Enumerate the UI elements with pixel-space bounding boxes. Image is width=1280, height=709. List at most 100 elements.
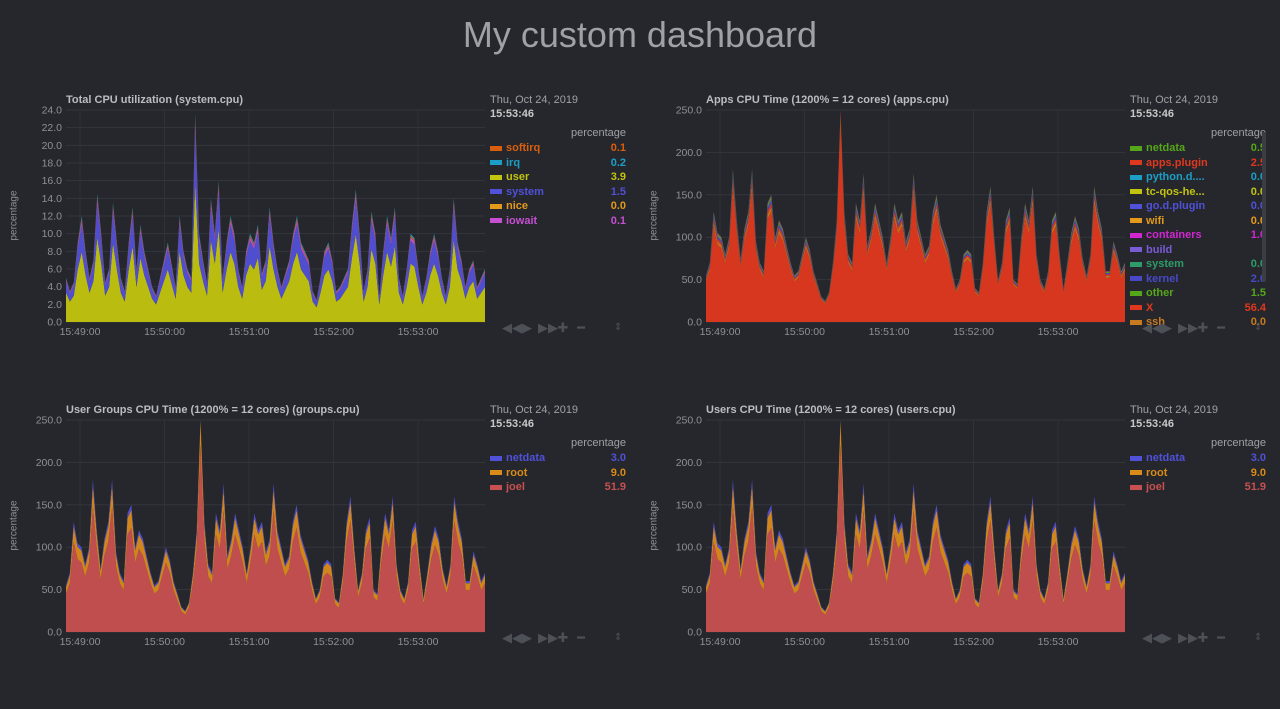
legend-item[interactable]: python.d.... 0.0 xyxy=(1130,170,1266,185)
legend-series-name: netdata xyxy=(506,452,546,465)
legend-item[interactable]: softirq 0.1 xyxy=(490,141,626,156)
legend-item[interactable]: iowait 0.1 xyxy=(490,214,626,229)
play-icon[interactable]: ▶ xyxy=(1162,630,1172,645)
rewind-icon[interactable]: ◀◀ xyxy=(502,630,522,645)
legend-item[interactable]: go.d.plugin 0.0 xyxy=(1130,199,1266,214)
fast-forward-icon[interactable]: ▶▶ xyxy=(538,320,558,335)
fast-forward-icon[interactable]: ▶▶ xyxy=(538,630,558,645)
legend-item[interactable]: ssh 0.0 xyxy=(1130,315,1266,330)
x-tick-label: 15:51:00 xyxy=(869,326,910,338)
legend-item[interactable]: nice 0.0 xyxy=(490,199,626,214)
legend-swatch xyxy=(1130,455,1142,461)
legend-item[interactable]: wifi 0.0 xyxy=(1130,214,1266,229)
legend-swatch xyxy=(1130,232,1142,238)
zoom-out-icon[interactable]: ━ xyxy=(577,320,585,335)
y-tick-label: 50.0 xyxy=(42,584,63,596)
legend-item[interactable]: system 0.0 xyxy=(1130,257,1266,272)
x-tick-label: 15:50:00 xyxy=(784,636,825,648)
play-icon[interactable]: ▶ xyxy=(522,320,532,335)
legend-swatch xyxy=(1130,484,1142,490)
y-tick-label: 0.0 xyxy=(47,317,62,329)
play-icon[interactable]: ▶ xyxy=(1162,320,1172,335)
chart-plot[interactable]: 0.0 50.0 100.0 150.0 200.0 250.0 15:49:00 15:50… xyxy=(0,402,500,652)
legend-swatch xyxy=(1130,203,1142,209)
legend-series-name: tc-qos-he... xyxy=(1146,185,1205,198)
x-tick-label: 15:50:00 xyxy=(144,326,185,338)
legend-item[interactable]: apps.plugin 2.5 xyxy=(1130,156,1266,171)
y-tick-label: 4.0 xyxy=(47,281,62,293)
legend-item[interactable]: joel 51.9 xyxy=(1130,480,1266,495)
chart-plot[interactable]: 0.0 50.0 100.0 150.0 200.0 250.0 15:49:00 15:50… xyxy=(640,92,1140,342)
legend-date: Thu, Oct 24, 2019 xyxy=(1130,94,1219,106)
y-tick-label: 24.0 xyxy=(42,105,63,117)
y-tick-label: 200.0 xyxy=(676,147,702,159)
legend-series-value: 9.0 xyxy=(1250,466,1266,479)
legend-swatch xyxy=(490,189,502,195)
y-tick-label: 50.0 xyxy=(682,584,703,596)
x-tick-label: 15:51:00 xyxy=(229,326,270,338)
y-tick-label: 150.0 xyxy=(36,499,62,511)
legend-series-value: 51.9 xyxy=(1244,481,1266,494)
x-tick-label: 15:51:00 xyxy=(229,636,270,648)
fast-forward-icon[interactable]: ▶▶ xyxy=(1178,630,1198,645)
series-area-apps-plugin xyxy=(706,110,1125,303)
chart-system-cpu[interactable]: Total CPU utilization (system.cpu) percen… xyxy=(0,92,627,342)
resize-handle-icon[interactable]: ⇕ xyxy=(614,322,623,333)
legend-item[interactable]: tc-qos-he... 0.0 xyxy=(1130,185,1266,200)
resize-handle-icon[interactable]: ⇕ xyxy=(1254,632,1263,643)
legend-item[interactable]: other 1.5 xyxy=(1130,286,1266,301)
play-icon[interactable]: ▶ xyxy=(522,630,532,645)
legend-series-name: containers xyxy=(1146,229,1202,242)
legend-units: percentage xyxy=(1210,127,1266,139)
legend-item[interactable]: containers 1.0 xyxy=(1130,228,1266,243)
chart-plot[interactable]: 0.0 50.0 100.0 150.0 200.0 250.0 15:49:00 15:50… xyxy=(640,402,1140,652)
series-area-joel xyxy=(706,444,1125,632)
zoom-in-icon[interactable]: ✚ xyxy=(1197,630,1209,645)
rewind-icon[interactable]: ◀◀ xyxy=(1142,320,1162,335)
zoom-out-icon[interactable]: ━ xyxy=(1217,630,1225,645)
legend-item[interactable]: joel 51.9 xyxy=(490,480,626,495)
legend-series-value: 0.0 xyxy=(1250,316,1266,329)
legend-scrollbar[interactable] xyxy=(1262,132,1266,282)
zoom-out-icon[interactable]: ━ xyxy=(577,630,585,645)
legend-swatch xyxy=(1130,145,1142,151)
zoom-in-icon[interactable]: ✚ xyxy=(557,630,569,645)
chart-plot[interactable]: 0.0 2.0 4.0 6.0 8.0 10.0 12.0 14.0 16.0 18.0 20.0 2… xyxy=(0,92,500,342)
chart-apps-cpu[interactable]: Apps CPU Time (1200% = 12 cores) (apps.c… xyxy=(640,92,1266,342)
legend-series-name: netdata xyxy=(1146,452,1186,465)
series-area-x xyxy=(706,122,1125,322)
chart-groups-cpu[interactable]: User Groups CPU Time (1200% = 12 cores) … xyxy=(0,402,627,652)
y-tick-label: 200.0 xyxy=(36,457,62,469)
chart-legend: Thu, Oct 24, 2019 15:53:46 percentage netda… xyxy=(1130,404,1266,495)
resize-handle-icon[interactable]: ⇕ xyxy=(1254,322,1263,333)
legend-item[interactable]: X 56.4 xyxy=(1130,301,1266,316)
legend-time: 15:53:46 xyxy=(490,418,535,430)
legend-item[interactable]: netdata 3.0 xyxy=(490,451,626,466)
legend-item[interactable]: irq 0.2 xyxy=(490,156,626,171)
legend-series-value: 0.2 xyxy=(610,156,626,169)
legend-series-value: 1.5 xyxy=(1250,287,1266,300)
series-area-root xyxy=(66,420,485,615)
legend-item[interactable]: build- xyxy=(1130,243,1266,258)
legend-item[interactable]: root 9.0 xyxy=(490,466,626,481)
chart-users-cpu[interactable]: Users CPU Time (1200% = 12 cores) (users… xyxy=(640,402,1267,652)
legend-item[interactable]: system 1.5 xyxy=(490,185,626,200)
rewind-icon[interactable]: ◀◀ xyxy=(502,320,522,335)
legend-item[interactable]: netdata 0.5 xyxy=(1130,141,1266,156)
legend-item[interactable]: kernel 2.0 xyxy=(1130,272,1266,287)
legend-item[interactable]: user 3.9 xyxy=(490,170,626,185)
zoom-in-icon[interactable]: ✚ xyxy=(557,320,569,335)
fast-forward-icon[interactable]: ▶▶ xyxy=(1178,320,1198,335)
legend-units: percentage xyxy=(570,437,626,449)
y-tick-label: 250.0 xyxy=(36,415,62,427)
resize-handle-icon[interactable]: ⇕ xyxy=(614,632,623,643)
rewind-icon[interactable]: ◀◀ xyxy=(1142,630,1162,645)
legend-swatch xyxy=(1130,218,1142,224)
zoom-out-icon[interactable]: ━ xyxy=(1217,320,1225,335)
legend-swatch xyxy=(490,455,502,461)
legend-swatch xyxy=(490,470,502,476)
zoom-in-icon[interactable]: ✚ xyxy=(1197,320,1209,335)
legend-item[interactable]: root 9.0 xyxy=(1130,466,1266,481)
x-tick-label: 15:52:00 xyxy=(953,326,994,338)
legend-item[interactable]: netdata 3.0 xyxy=(1130,451,1266,466)
